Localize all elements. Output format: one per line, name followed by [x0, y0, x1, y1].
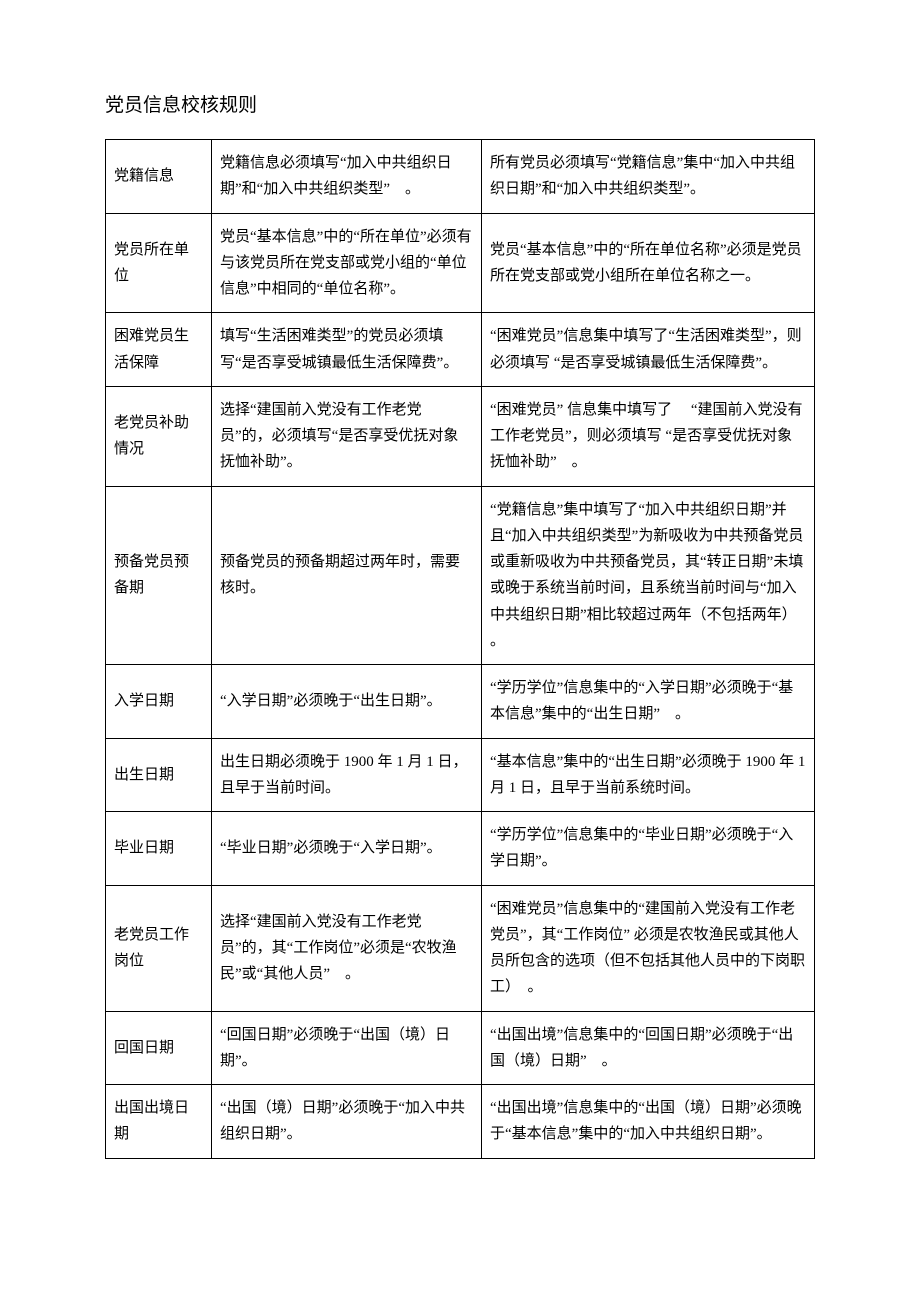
- rule-detail-cell: “出国出境”信息集中的“回国日期”必须晚于“出国（境）日期” 。: [482, 1011, 815, 1085]
- rule-detail-cell: 党员“基本信息”中的“所在单位名称”必须是党员所在党支部或党小组所在单位名称之一…: [482, 213, 815, 313]
- rule-brief-cell: 出生日期必须晚于 1900 年 1 月 1 日，且早于当前时间。: [212, 738, 482, 812]
- rule-name-cell: 老党员工作岗位: [106, 885, 212, 1011]
- rule-name-cell: 困难党员生活保障: [106, 313, 212, 387]
- rule-name-cell: 出国出境日期: [106, 1085, 212, 1159]
- table-row: 老党员工作岗位选择“建国前入党没有工作老党员”的，其“工作岗位”必须是“农牧渔民…: [106, 885, 815, 1011]
- rule-detail-cell: “学历学位”信息集中的“毕业日期”必须晚于“入学日期”。: [482, 812, 815, 886]
- rules-tbody: 党籍信息党籍信息必须填写“加入中共组织日期”和“加入中共组织类型” 。所有党员必…: [106, 140, 815, 1159]
- rule-name-cell: 出生日期: [106, 738, 212, 812]
- rule-name-cell: 预备党员预备期: [106, 486, 212, 665]
- rule-brief-cell: 选择“建国前入党没有工作老党员”的，其“工作岗位”必须是“农牧渔民”或“其他人员…: [212, 885, 482, 1011]
- table-row: 毕业日期“毕业日期”必须晚于“入学日期”。“学历学位”信息集中的“毕业日期”必须…: [106, 812, 815, 886]
- rule-detail-cell: “基本信息”集中的“出生日期”必须晚于 1900 年 1 月 1 日，且早于当前…: [482, 738, 815, 812]
- table-row: 出生日期出生日期必须晚于 1900 年 1 月 1 日，且早于当前时间。“基本信…: [106, 738, 815, 812]
- rule-brief-cell: “入学日期”必须晚于“出生日期”。: [212, 665, 482, 739]
- rule-detail-cell: “困难党员”信息集中填写了“生活困难类型”，则必须填写 “是否享受城镇最低生活保…: [482, 313, 815, 387]
- rule-name-cell: 毕业日期: [106, 812, 212, 886]
- page-title: 党员信息校核规则: [105, 90, 815, 117]
- rule-brief-cell: 党籍信息必须填写“加入中共组织日期”和“加入中共组织类型” 。: [212, 140, 482, 214]
- rule-name-cell: 老党员补助情况: [106, 386, 212, 486]
- table-row: 党员所在单位党员“基本信息”中的“所在单位”必须有与该党员所在党支部或党小组的“…: [106, 213, 815, 313]
- rule-brief-cell: “毕业日期”必须晚于“入学日期”。: [212, 812, 482, 886]
- rule-brief-cell: 预备党员的预备期超过两年时，需要核时。: [212, 486, 482, 665]
- rule-detail-cell: 所有党员必须填写“党籍信息”集中“加入中共组织日期”和“加入中共组织类型”。: [482, 140, 815, 214]
- rule-name-cell: 回国日期: [106, 1011, 212, 1085]
- table-row: 回国日期“回国日期”必须晚于“出国（境）日期”。“出国出境”信息集中的“回国日期…: [106, 1011, 815, 1085]
- table-row: 党籍信息党籍信息必须填写“加入中共组织日期”和“加入中共组织类型” 。所有党员必…: [106, 140, 815, 214]
- rule-name-cell: 党籍信息: [106, 140, 212, 214]
- table-row: 预备党员预备期预备党员的预备期超过两年时，需要核时。“党籍信息”集中填写了“加入…: [106, 486, 815, 665]
- rule-name-cell: 入学日期: [106, 665, 212, 739]
- table-row: 老党员补助情况选择“建国前入党没有工作老党员”的，必须填写“是否享受优抚对象抚恤…: [106, 386, 815, 486]
- rule-brief-cell: “回国日期”必须晚于“出国（境）日期”。: [212, 1011, 482, 1085]
- rule-brief-cell: 填写“生活困难类型”的党员必须填写“是否享受城镇最低生活保障费”。: [212, 313, 482, 387]
- rule-name-cell: 党员所在单位: [106, 213, 212, 313]
- rule-detail-cell: “困难党员”信息集中的“建国前入党没有工作老党员”，其“工作岗位” 必须是农牧渔…: [482, 885, 815, 1011]
- table-row: 入学日期“入学日期”必须晚于“出生日期”。“学历学位”信息集中的“入学日期”必须…: [106, 665, 815, 739]
- rules-table: 党籍信息党籍信息必须填写“加入中共组织日期”和“加入中共组织类型” 。所有党员必…: [105, 139, 815, 1159]
- rule-detail-cell: “学历学位”信息集中的“入学日期”必须晚于“基本信息”集中的“出生日期” 。: [482, 665, 815, 739]
- table-row: 困难党员生活保障填写“生活困难类型”的党员必须填写“是否享受城镇最低生活保障费”…: [106, 313, 815, 387]
- rule-brief-cell: “出国（境）日期”必须晚于“加入中共组织日期”。: [212, 1085, 482, 1159]
- rule-detail-cell: “出国出境”信息集中的“出国（境）日期”必须晚于“基本信息”集中的“加入中共组织…: [482, 1085, 815, 1159]
- rule-detail-cell: “党籍信息”集中填写了“加入中共组织日期”并且“加入中共组织类型”为新吸收为中共…: [482, 486, 815, 665]
- rule-detail-cell: “困难党员” 信息集中填写了 “建国前入党没有工作老党员”，则必须填写 “是否享…: [482, 386, 815, 486]
- rule-brief-cell: 选择“建国前入党没有工作老党员”的，必须填写“是否享受优抚对象抚恤补助”。: [212, 386, 482, 486]
- table-row: 出国出境日期“出国（境）日期”必须晚于“加入中共组织日期”。“出国出境”信息集中…: [106, 1085, 815, 1159]
- rule-brief-cell: 党员“基本信息”中的“所在单位”必须有与该党员所在党支部或党小组的“单位信息”中…: [212, 213, 482, 313]
